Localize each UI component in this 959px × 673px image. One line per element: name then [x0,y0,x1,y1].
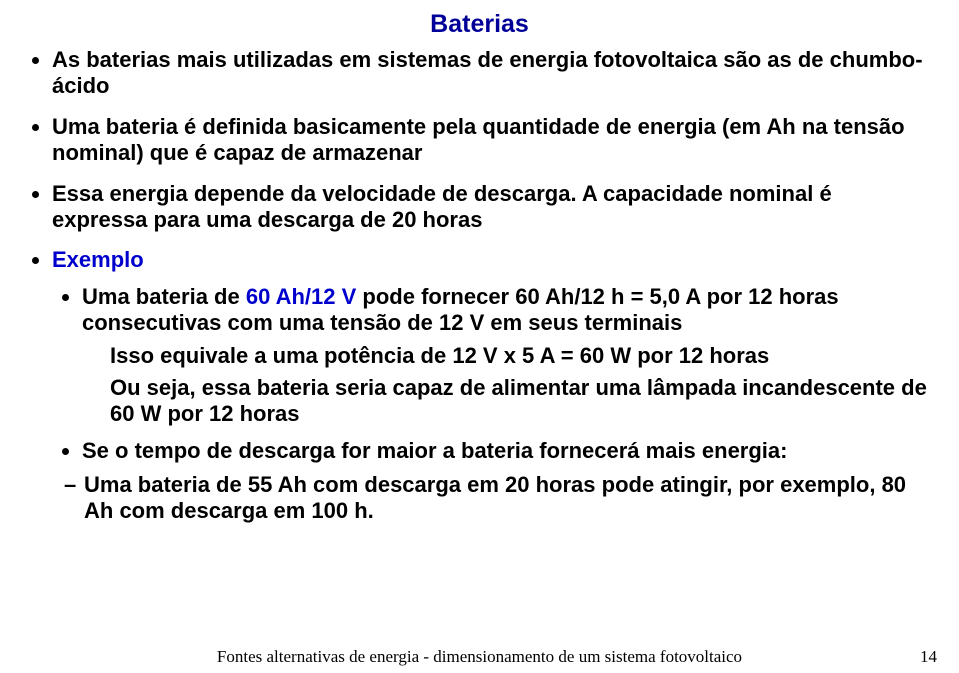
page-number: 14 [920,647,937,667]
ex1-sub-b: Ou seja, essa bateria seria capaz de ali… [110,375,929,428]
bullet-list-level2: Uma bateria de 60 Ah/12 V pode fornecer … [52,284,929,464]
footer-text: Fontes alternativas de energia - dimensi… [0,647,959,667]
example-item-1: Uma bateria de 60 Ah/12 V pode fornecer … [82,284,929,428]
example-item-2: Se o tempo de descarga for maior a bater… [82,438,929,464]
example-label: Exemplo [52,247,144,272]
bullet-1: As baterias mais utilizadas em sistemas … [52,47,929,100]
ex1-highlight: 60 Ah/12 V [246,284,356,309]
example-sub-dash: Uma bateria de 55 Ah com descarga em 20 … [84,472,929,525]
bullet-2: Uma bateria é definida basicamente pela … [52,114,929,167]
slide-title: Baterias [30,10,929,39]
bullet-example: Exemplo Uma bateria de 60 Ah/12 V pode f… [52,247,929,525]
ex1-pre: Uma bateria de [82,284,246,309]
slide-container: Baterias As baterias mais utilizadas em … [0,0,959,673]
bullet-list-level1: As baterias mais utilizadas em sistemas … [30,47,929,525]
bullet-list-level3: Uma bateria de 55 Ah com descarga em 20 … [52,472,929,525]
bullet-3: Essa energia depende da velocidade de de… [52,181,929,234]
ex1-sub-a: Isso equivale a uma potência de 12 V x 5… [110,343,929,369]
